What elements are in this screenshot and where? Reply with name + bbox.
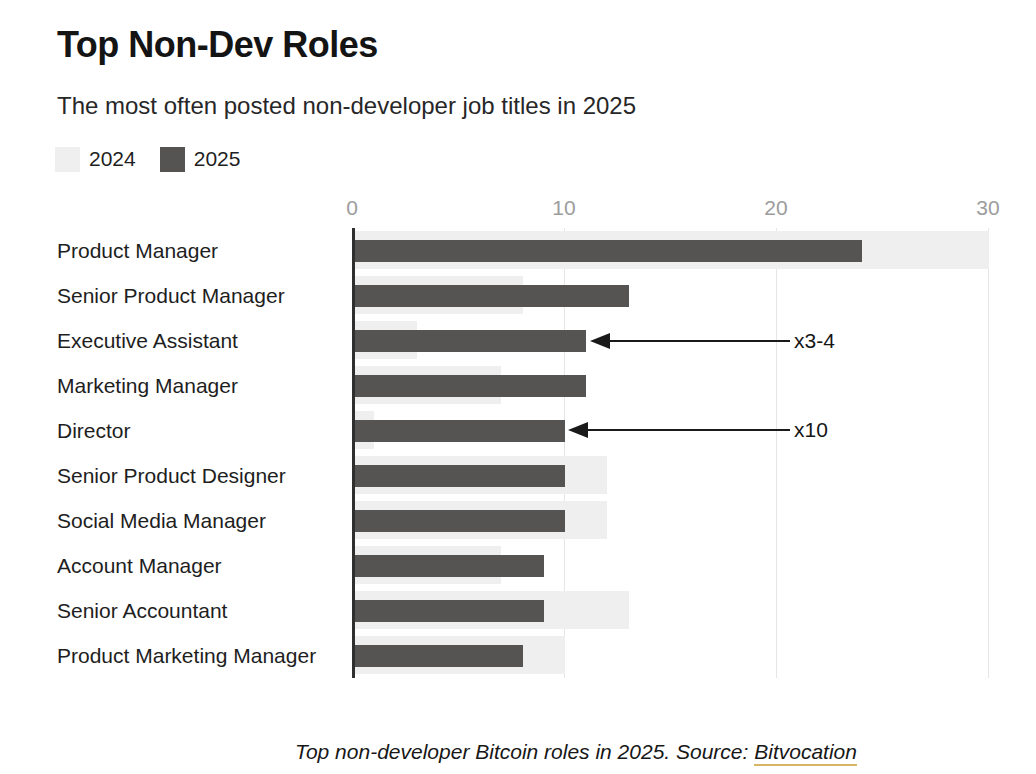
chart-subtitle: The most often posted non-developer job … [57, 92, 636, 120]
category-label: Senior Accountant [57, 588, 227, 633]
chart-row [352, 363, 989, 408]
bar-2025 [353, 555, 544, 577]
category-label: Product Manager [57, 228, 218, 273]
legend-swatch-2025 [160, 147, 185, 172]
bar-2025 [353, 465, 565, 487]
chart-row [352, 543, 989, 588]
bar-2025 [353, 375, 586, 397]
category-label: Director [57, 408, 131, 453]
category-label: Marketing Manager [57, 363, 238, 408]
category-label: Social Media Manager [57, 498, 266, 543]
x-tick-label: 20 [764, 196, 787, 220]
caption-text: Top non-developer Bitcoin roles in 2025.… [295, 740, 754, 763]
chart-row [352, 228, 989, 273]
bar-2025 [353, 330, 586, 352]
annotation-label-x10: x10 [794, 418, 828, 442]
category-label: Senior Product Designer [57, 453, 286, 498]
caption: Top non-developer Bitcoin roles in 2025.… [116, 740, 1036, 764]
plot-area [352, 228, 989, 678]
chart-row [352, 498, 989, 543]
category-label: Executive Assistant [57, 318, 238, 363]
x-tick-label: 0 [346, 196, 358, 220]
legend-label-2024: 2024 [89, 147, 136, 171]
chart-row [352, 273, 989, 318]
chart-row [352, 453, 989, 498]
x-axis: 0 10 20 30 [0, 196, 1036, 222]
x-tick-label: 10 [552, 196, 575, 220]
bar-2025 [353, 285, 629, 307]
caption-link-bitvocation[interactable]: Bitvocation [754, 740, 857, 766]
chart-row [352, 408, 989, 453]
bar-2025 [353, 240, 862, 262]
category-label: Account Manager [57, 543, 222, 588]
chart-row [352, 633, 989, 678]
legend-label-2025: 2025 [194, 147, 241, 171]
x-tick-label: 30 [976, 196, 999, 220]
chart-row [352, 588, 989, 633]
category-labels: Product ManagerSenior Product ManagerExe… [57, 228, 347, 678]
legend: 2024 2025 [55, 146, 240, 172]
bar-2025 [353, 510, 565, 532]
chart-title: Top Non-Dev Roles [57, 24, 378, 66]
bar-2025 [353, 645, 523, 667]
bar-2025 [353, 420, 565, 442]
page: Top Non-Dev Roles The most often posted … [0, 0, 1036, 774]
bar-2025 [353, 600, 544, 622]
category-label: Product Marketing Manager [57, 633, 316, 678]
y-axis-line [352, 228, 355, 678]
category-label: Senior Product Manager [57, 273, 285, 318]
legend-swatch-2024 [55, 147, 80, 172]
chart-row [352, 318, 989, 363]
annotation-label-x3-4: x3-4 [794, 329, 835, 353]
